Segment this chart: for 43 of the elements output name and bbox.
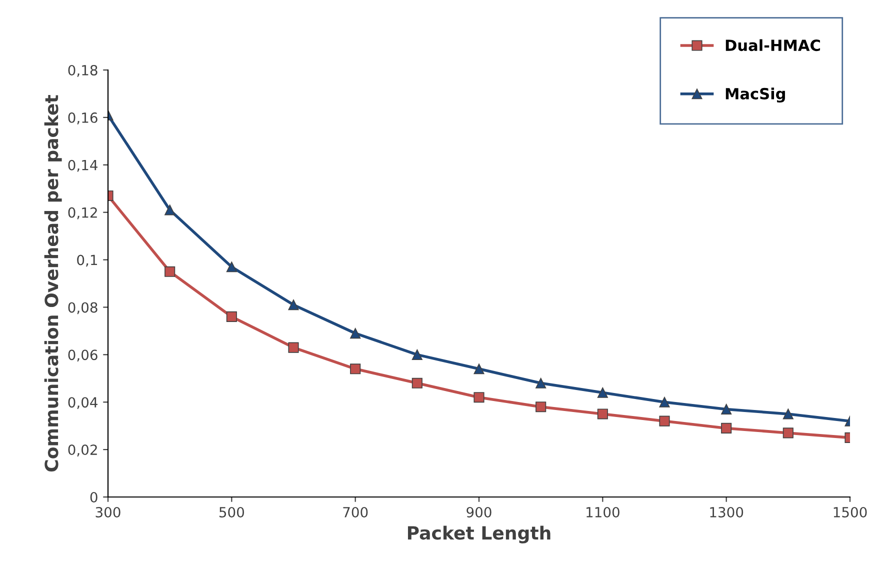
point (659, 416, 670, 426)
point (597, 387, 608, 398)
x-tick-label: 1100 (586, 506, 620, 518)
y-tick-label: 0,06 (68, 350, 98, 362)
legend-label: MacSig (726, 88, 785, 103)
x-tick-label: 700 (343, 506, 368, 518)
legend-label: Dual-HMAC (726, 39, 820, 52)
y-tick-label: 0,14 (68, 160, 98, 172)
x-tick-label: 300 (96, 506, 120, 518)
point (659, 396, 670, 408)
point (226, 311, 237, 322)
point (164, 204, 176, 216)
point (288, 300, 299, 310)
x-tick-label: 1500 (834, 506, 867, 518)
point (782, 428, 794, 438)
x-tick-label: 1300 (710, 506, 744, 518)
point (226, 262, 237, 272)
point (474, 392, 484, 403)
point (782, 408, 794, 420)
point (164, 266, 176, 277)
point (412, 349, 422, 360)
y-tick-label: 0,08 (68, 302, 98, 314)
y-tick-label: 0,12 (68, 207, 97, 220)
point (721, 404, 732, 415)
point (288, 342, 299, 353)
point (721, 422, 732, 434)
y-tick-label: 0,02 (68, 444, 97, 456)
y-tick-label: 0 (90, 492, 98, 502)
point (350, 328, 361, 339)
x-axis-title: Packet Length (408, 526, 550, 544)
y-tick-label: 0,16 (68, 112, 98, 124)
x-tick-label: 900 (466, 506, 492, 518)
point (536, 402, 546, 412)
point (474, 364, 484, 374)
y-axis-title: Communication Overhead per packet (44, 95, 62, 472)
y-tick-label: 0,04 (68, 397, 98, 409)
y-tick-label: 0,1 (77, 254, 97, 267)
point (536, 378, 546, 388)
y-tick-label: 0,18 (68, 64, 98, 77)
point (597, 408, 608, 420)
point (412, 378, 422, 388)
x-tick-label: 500 (219, 506, 244, 518)
point (350, 364, 361, 374)
